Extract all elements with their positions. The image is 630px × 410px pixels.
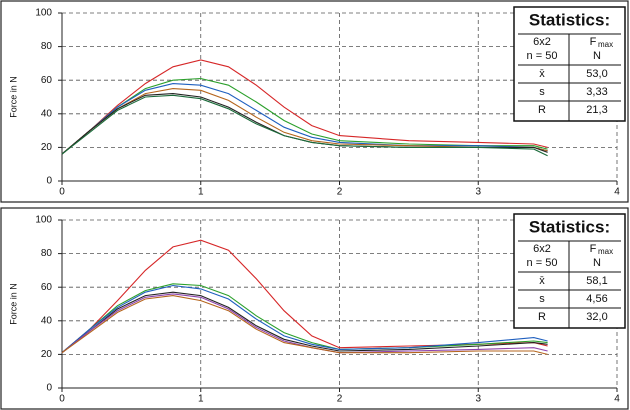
force-curve bbox=[61, 83, 548, 155]
y-tick-label: 80 bbox=[41, 41, 53, 52]
stats-title: Statistics: bbox=[529, 217, 610, 236]
x-tick-label: 4 bbox=[614, 394, 620, 405]
force-curve bbox=[61, 293, 548, 354]
y-tick-label: 20 bbox=[41, 349, 53, 360]
force-curve bbox=[61, 93, 548, 155]
y-tick-label: 40 bbox=[41, 108, 53, 119]
y-tick-label: 80 bbox=[41, 248, 53, 259]
force-curve bbox=[61, 59, 548, 155]
force-curve bbox=[61, 291, 548, 354]
stats-label: R bbox=[538, 311, 546, 323]
panel-border bbox=[0, 0, 629, 203]
stats-label: s bbox=[539, 86, 545, 98]
x-tick-label: 1 bbox=[198, 394, 204, 405]
y-tick-label: 100 bbox=[35, 8, 52, 19]
force-curve bbox=[61, 94, 548, 157]
y-tick-label: 60 bbox=[41, 282, 53, 293]
stats-title: Statistics: bbox=[529, 10, 610, 29]
force-curve bbox=[61, 283, 548, 354]
stats-value: N bbox=[593, 50, 601, 62]
y-tick-label: 20 bbox=[41, 142, 53, 153]
x-tick-label: 0 bbox=[59, 187, 65, 198]
stats-value: 53,0 bbox=[586, 68, 607, 80]
y-tick-label: 0 bbox=[46, 176, 52, 187]
x-tick-label: 3 bbox=[475, 394, 481, 405]
stats-label: R bbox=[538, 104, 546, 116]
force-curve bbox=[61, 295, 548, 355]
y-tick-label: 60 bbox=[41, 75, 53, 86]
stats-value: F bbox=[590, 243, 597, 255]
x-tick-label: 3 bbox=[475, 187, 481, 198]
stats-label: 6x2 bbox=[533, 243, 551, 255]
stats-value: 3,33 bbox=[586, 86, 607, 98]
stats-label: 6x2 bbox=[533, 36, 551, 48]
x-tick-label: 4 bbox=[614, 187, 620, 198]
stats-value: 58,1 bbox=[586, 275, 607, 287]
stats-value: 21,3 bbox=[586, 104, 607, 116]
stats-subscript: max bbox=[598, 247, 613, 256]
stats-label: x̄ bbox=[539, 275, 545, 287]
stats-label: n = 50 bbox=[527, 50, 558, 62]
x-tick-label: 2 bbox=[337, 187, 343, 198]
stats-label: n = 50 bbox=[527, 257, 558, 269]
x-tick-label: 1 bbox=[198, 187, 204, 198]
panel-border bbox=[0, 207, 629, 410]
stats-label: s bbox=[539, 293, 545, 305]
y-tick-label: 0 bbox=[46, 383, 52, 394]
stats-subscript: max bbox=[598, 40, 613, 49]
y-tick-label: 40 bbox=[41, 315, 53, 326]
x-tick-label: 2 bbox=[337, 394, 343, 405]
stats-label: x̄ bbox=[539, 68, 545, 80]
force-curve bbox=[61, 284, 548, 354]
y-axis-label: Force in N bbox=[8, 283, 18, 325]
y-tick-label: 100 bbox=[35, 215, 52, 226]
stats-value: F bbox=[590, 36, 597, 48]
stats-value: N bbox=[593, 257, 601, 269]
y-axis-label: Force in N bbox=[8, 76, 18, 118]
force-curve bbox=[61, 239, 548, 354]
stats-value: 32,0 bbox=[586, 311, 607, 323]
x-tick-label: 0 bbox=[59, 394, 65, 405]
stats-value: 4,56 bbox=[586, 293, 607, 305]
